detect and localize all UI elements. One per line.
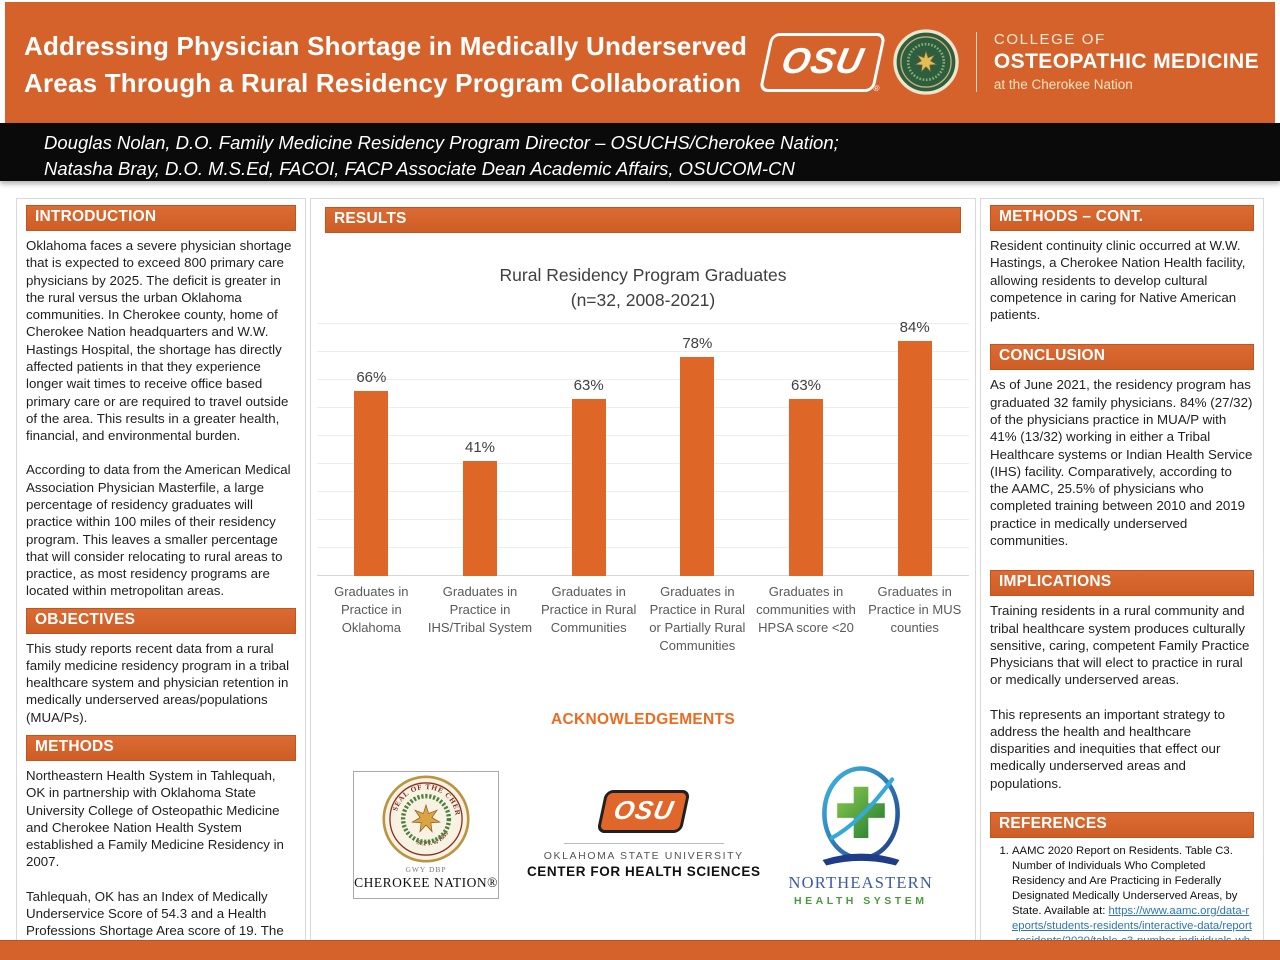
northeastern-cross-icon <box>821 765 900 866</box>
reference-text: AAMC 2020 Report on Residents. Table C3.… <box>1012 845 1238 918</box>
conclusion-paragraph: As of June 2021, the residency program h… <box>990 377 1253 548</box>
bar-5 <box>789 399 824 576</box>
cherokee-nation-logo: SEAL OF THE CHEROKEE NATION SEPT. 6, 183… <box>353 770 499 899</box>
brand-divider <box>975 32 977 92</box>
left-column: INTRODUCTION Oklahoma faces a severe phy… <box>16 198 306 960</box>
section-heading-conclusion: CONCLUSION <box>990 344 1254 371</box>
section-heading-objectives: OBJECTIVES <box>26 607 296 634</box>
implications-paragraph-1: Training residents in a rural community … <box>990 603 1250 688</box>
gridline <box>317 546 969 548</box>
acknowledgements-heading: ACKNOWLEDGEMENTS <box>551 710 735 728</box>
osu-logo-icon: OSU <box>596 790 691 833</box>
conclusion-text: As of June 2021, the residency program h… <box>990 376 1254 549</box>
osu-center-name: CENTER FOR HEALTH SCIENCES <box>526 864 761 879</box>
chart-title-line1: Rural Residency Program Graduates <box>499 265 787 285</box>
cherokee-syllabary-text: GWY DBP <box>405 864 447 874</box>
right-column: METHODS – CONT. Resident continuity clin… <box>980 198 1264 960</box>
section-heading-introduction: INTRODUCTION <box>26 205 296 231</box>
brand-college-of: COLLEGE OF <box>993 30 1106 48</box>
bar-category-label: Graduates in Practice in IHS/Tribal Syst… <box>427 583 533 635</box>
section-heading-implications: IMPLICATIONS <box>990 570 1254 597</box>
osu-logo-icon: OSU ® <box>758 32 887 93</box>
bar-value-label: 78% <box>682 335 713 353</box>
poster-title: Addressing Physician Shortage in Medical… <box>24 28 747 102</box>
bar-category-label: Graduates in Practice in Rural or Partia… <box>649 583 746 653</box>
section-heading-methods-cont: METHODS – CONT. <box>990 205 1254 231</box>
gridline <box>317 406 969 408</box>
author-line-2: Natasha Bray, D.O. M.S.Ed, FACOI, FACP A… <box>44 157 795 179</box>
brand-name: OSTEOPATHIC MEDICINE <box>993 50 1259 74</box>
bar-chart-category-labels: Graduates in Practice in Oklahoma Graduat… <box>317 583 969 655</box>
bar-chart-plot-area: 66% 41% 63% 78% 63% 84% <box>317 319 969 576</box>
implications-text: Training residents in a rural community … <box>990 602 1254 792</box>
objectives-text: This study reports recent data from a ru… <box>26 640 296 726</box>
chart-title-line2: (n=32, 2008-2021) <box>570 290 716 311</box>
northeastern-subname: HEALTH SYSTEM <box>794 894 928 907</box>
gridline <box>317 462 969 464</box>
bar-6 <box>897 340 932 576</box>
bar-4 <box>680 357 715 576</box>
section-heading-references: REFERENCES <box>990 812 1254 839</box>
bar-value-label: 66% <box>356 368 387 386</box>
college-brand-text: COLLEGE OF OSTEOPATHIC MEDICINE at the C… <box>994 31 1259 94</box>
author-line-1: Douglas Nolan, D.O. Family Medicine Resi… <box>44 132 839 153</box>
methods-cont-paragraph: Resident continuity clinic occurred at W… <box>990 238 1246 323</box>
bar-category-label: Graduates in Practice in MUS counties <box>868 583 962 635</box>
bottom-orange-strip <box>0 940 1280 960</box>
osu-wordmark: OSU <box>777 39 868 81</box>
bar-category-label: Graduates in Practice in Oklahoma <box>334 583 409 635</box>
cherokee-nation-name: CHEROKEE NATION® <box>354 874 498 890</box>
methods-text: Northeastern Health System in Tahlequah,… <box>26 767 296 960</box>
bar-value-label: 84% <box>899 318 930 336</box>
poster-title-line2: Areas Through a Rural Residency Program … <box>24 67 742 98</box>
acknowledgements-logos: SEAL OF THE CHEROKEE NATION SEPT. 6, 183… <box>311 763 975 907</box>
gridline <box>317 574 969 576</box>
bar-value-label: 41% <box>464 438 496 456</box>
section-heading-results: RESULTS <box>325 207 961 233</box>
methods-paragraph-1: Northeastern Health System in Tahlequah,… <box>26 768 284 870</box>
gridline <box>317 350 969 352</box>
gridline <box>317 490 969 492</box>
northeastern-name: NORTHEASTERN <box>788 872 933 892</box>
osu-chs-logo: OSU OKLAHOMA STATE UNIVERSITY CENTER FOR… <box>527 790 761 879</box>
bar-3 <box>571 399 606 576</box>
gridline <box>317 518 969 520</box>
registered-mark: ® <box>872 83 881 93</box>
section-heading-methods: METHODS <box>26 735 296 762</box>
gridline <box>317 434 969 436</box>
northeastern-health-system-logo: NORTHEASTERN HEALTH SYSTEM <box>789 763 934 907</box>
bar-2 <box>463 460 497 576</box>
bar-category-label: Graduates in Practice in Rural Communiti… <box>540 583 637 635</box>
brand-block: OSU ® COLLEGE OF OSTEOPATHIC MEDICINE at… <box>758 22 1259 102</box>
introduction-paragraph-2: According to data from the American Medi… <box>26 462 291 599</box>
introduction-paragraph-1: Oklahoma faces a severe physician shorta… <box>26 238 292 444</box>
bar-value-label: 63% <box>573 377 604 395</box>
cherokee-nation-seal-icon <box>893 29 959 95</box>
brand-location: at the Cherokee Nation <box>993 76 1133 92</box>
implications-paragraph-2: This represents an important strategy to… <box>990 706 1226 791</box>
gridline <box>317 322 969 324</box>
bar-1 <box>354 390 389 576</box>
introduction-text: Oklahoma faces a severe physician shorta… <box>26 237 296 600</box>
chart-title: Rural Residency Program Graduates (n=32,… <box>311 263 975 314</box>
poster-title-line1: Addressing Physician Shortage in Medical… <box>24 31 748 61</box>
gridline <box>317 378 969 380</box>
poster-header: Addressing Physician Shortage in Medical… <box>5 2 1275 123</box>
osu-university-name: OKLAHOMA STATE UNIVERSITY <box>543 850 744 862</box>
bar-value-label: 63% <box>791 377 822 395</box>
logo-divider-line <box>563 843 724 844</box>
authors-bar: Douglas Nolan, D.O. Family Medicine Resi… <box>0 123 1280 181</box>
osu-wordmark: OSU <box>611 795 677 825</box>
middle-column: RESULTS Rural Residency Program Graduate… <box>310 198 976 941</box>
bar-category-label: Graduates in communities with HPSA score… <box>756 583 856 635</box>
methods-cont-text: Resident continuity clinic occurred at W… <box>990 237 1254 323</box>
cherokee-nation-seal-icon: SEAL OF THE CHEROKEE NATION SEPT. 6, 183… <box>382 775 470 863</box>
objectives-paragraph: This study reports recent data from a ru… <box>26 640 290 725</box>
